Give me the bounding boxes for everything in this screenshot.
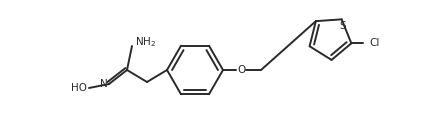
Text: HO: HO — [71, 83, 87, 93]
Text: Cl: Cl — [370, 38, 380, 48]
Text: S: S — [339, 21, 346, 31]
Text: NH$_2$: NH$_2$ — [135, 35, 156, 49]
Text: O: O — [237, 65, 245, 75]
Text: N: N — [100, 79, 108, 89]
